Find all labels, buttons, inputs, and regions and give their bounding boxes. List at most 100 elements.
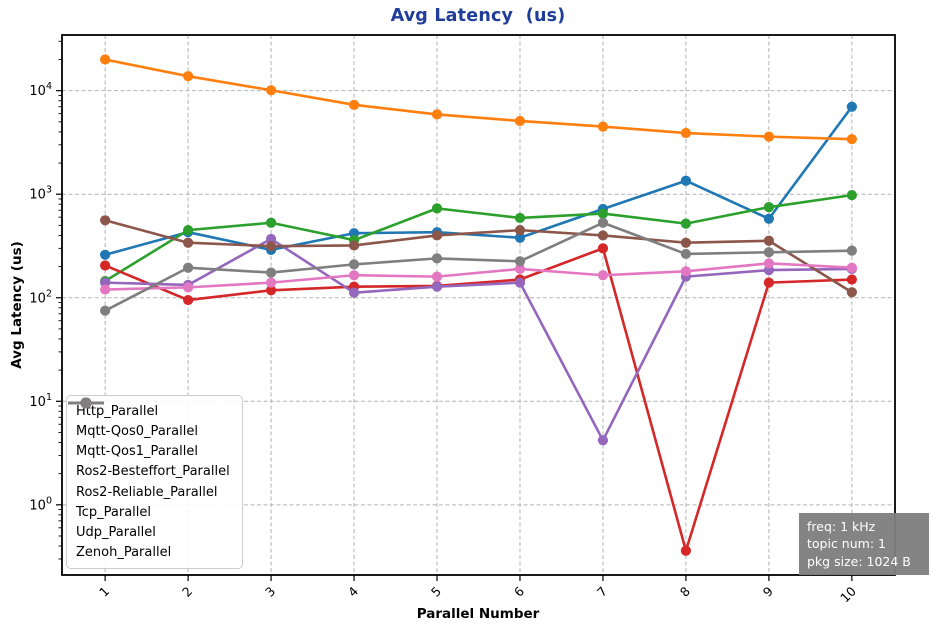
data-point xyxy=(680,248,692,260)
data-point xyxy=(597,230,609,241)
data-point xyxy=(100,249,111,260)
legend-label: Mqtt-Qos1_Parallel xyxy=(76,444,198,460)
svg-text:1: 1 xyxy=(96,584,112,600)
data-point xyxy=(100,54,111,65)
data-point xyxy=(846,190,857,201)
data-point xyxy=(265,217,277,228)
legend-label: Http_Parallel xyxy=(76,403,159,419)
legend-item-Ros2-Besteffort_Parallel: Ros2-Besteffort_Parallel xyxy=(68,397,230,481)
data-point xyxy=(348,99,360,110)
series-line xyxy=(104,219,853,294)
svg-text:7: 7 xyxy=(594,584,610,600)
legend-label: Tcp_Parallel xyxy=(76,504,151,520)
data-point xyxy=(680,266,692,277)
data-point xyxy=(265,277,277,288)
series-line xyxy=(104,193,853,283)
chart-title: Avg Latency (us) xyxy=(390,6,566,26)
data-point xyxy=(846,287,857,298)
data-point xyxy=(183,262,194,273)
data-point xyxy=(514,263,526,274)
svg-text:2: 2 xyxy=(179,584,195,600)
data-point xyxy=(431,253,443,264)
series-line xyxy=(105,262,852,291)
data-point xyxy=(763,213,774,224)
y-axis-label: Avg Latency (us) xyxy=(9,241,25,369)
data-point xyxy=(680,237,692,248)
svg-text:103: 103 xyxy=(29,185,52,203)
series-line xyxy=(105,237,852,442)
svg-text:104: 104 xyxy=(29,81,52,99)
data-point xyxy=(597,208,609,219)
data-point xyxy=(846,101,857,112)
data-point xyxy=(680,545,692,556)
data-point xyxy=(100,260,111,271)
data-point xyxy=(431,203,443,214)
data-point xyxy=(680,218,692,229)
data-point xyxy=(265,233,277,245)
legend-item-Mqtt-Qos1_Parallel: Mqtt-Qos1_Parallel xyxy=(68,397,230,460)
data-point xyxy=(265,267,277,278)
data-point xyxy=(763,247,774,258)
legend-item-Udp_Parallel: Udp_Parallel xyxy=(68,397,230,541)
annotation-line: pkg size: 1024 B xyxy=(807,553,911,569)
data-point xyxy=(100,305,111,316)
data-point xyxy=(763,202,774,213)
series-line xyxy=(104,105,853,257)
data-point xyxy=(183,71,194,82)
series-line xyxy=(104,221,852,312)
data-point xyxy=(431,230,443,241)
legend-item-Tcp_Parallel: Tcp_Parallel xyxy=(68,397,230,521)
data-point xyxy=(846,134,857,145)
data-point xyxy=(597,435,609,446)
data-point xyxy=(265,85,277,96)
legend-label: Mqtt-Qos0_Parallel xyxy=(76,423,198,439)
series-Http_Parallel xyxy=(100,101,857,260)
data-point xyxy=(514,225,526,236)
data-point xyxy=(431,109,443,120)
data-point xyxy=(100,284,111,295)
x-axis-label: Parallel Number xyxy=(416,606,540,622)
data-point xyxy=(680,175,692,186)
data-point xyxy=(763,277,774,288)
data-point xyxy=(348,270,360,281)
data-point xyxy=(846,262,857,273)
legend-label: Ros2-Reliable_Parallel xyxy=(76,484,218,500)
series-Mqtt-Qos0_Parallel xyxy=(100,54,857,145)
data-point xyxy=(183,237,194,248)
annotation-box: freq: 1 kHz topic num: 1 pkg size: 1024 B xyxy=(799,513,929,575)
legend: Http_Parallel Mqtt-Qos0_Parallel Mqtt-Qos1… xyxy=(66,395,243,569)
data-point xyxy=(597,121,609,132)
svg-text:6: 6 xyxy=(511,583,527,599)
legend-item-Mqtt-Qos0_Parallel: Mqtt-Qos0_Parallel xyxy=(68,397,230,440)
data-point xyxy=(763,131,774,142)
svg-text:8: 8 xyxy=(677,583,693,599)
data-point xyxy=(846,245,857,256)
data-point xyxy=(183,225,194,236)
x-tick-labels: 1 2 3 4 5 6 7 8 9 10 xyxy=(96,583,859,605)
data-point xyxy=(183,294,194,306)
annotation-line: freq: 1 kHz xyxy=(807,519,876,534)
legend-item-Zenoh_Parallel: Zenoh_Parallel xyxy=(68,397,230,561)
plot-border xyxy=(61,34,896,576)
legend-item-Ros2-Reliable_Parallel: Ros2-Reliable_Parallel xyxy=(68,397,230,501)
data-point xyxy=(348,259,360,270)
series-line xyxy=(104,247,852,553)
data-point xyxy=(183,282,194,293)
series-Zenoh_Parallel xyxy=(100,217,857,316)
data-point xyxy=(846,274,857,285)
svg-text:102: 102 xyxy=(29,288,52,306)
legend-label: Ros2-Besteffort_Parallel xyxy=(76,464,230,480)
svg-text:9: 9 xyxy=(760,583,776,599)
data-point xyxy=(348,240,360,251)
legend-label: Zenoh_Parallel xyxy=(76,545,172,561)
svg-text:3: 3 xyxy=(262,584,278,600)
annotation-line: topic num: 1 xyxy=(807,536,886,552)
data-point xyxy=(514,277,526,288)
data-point xyxy=(514,115,526,127)
data-point xyxy=(514,256,526,267)
series-line xyxy=(104,58,852,141)
series-Mqtt-Qos1_Parallel xyxy=(100,190,857,287)
svg-text:4: 4 xyxy=(345,583,361,599)
